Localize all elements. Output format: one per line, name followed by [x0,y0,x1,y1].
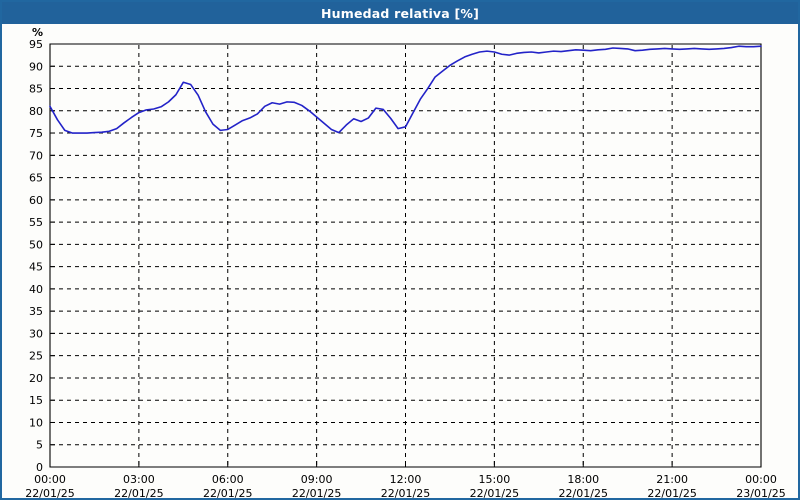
y-tick-label: 10 [29,416,43,429]
x-tick-time-label: 21:00 [656,473,688,486]
y-tick-label: 40 [29,283,43,296]
x-tick-date-label: 22/01/25 [292,487,341,498]
x-axis-ticks [49,461,762,467]
x-tick-time-label: 06:00 [212,473,244,486]
y-tick-label: 50 [29,238,43,251]
y-tick-label: 60 [29,194,43,207]
x-tick-date-label: 22/01/25 [559,487,608,498]
y-tick-label: 5 [36,439,43,452]
y-axis-tick-labels: 0 5 10 15 20 25 30 35 40 45 50 55 60 65 70 75 80 85 90 95 [29,38,43,474]
y-axis-unit-label: % [32,26,43,39]
humidity-series-line [49,45,762,134]
x-tick-time-label: 09:00 [301,473,333,486]
x-tick-time-label: 03:00 [123,473,155,486]
window-title-bar: Humedad relativa [%] [2,2,798,24]
x-tick-time-label: 00:00 [745,473,777,486]
y-tick-label: 85 [29,83,43,96]
x-tick-date-label: 22/01/25 [203,487,252,498]
x-tick-date-label: 22/01/25 [114,487,163,498]
x-tick-date-label: 23/01/25 [736,487,785,498]
humidity-line-chart: 0 5 10 15 20 25 30 35 40 45 50 55 60 65 70 75 80 85 90 95 0… [25,26,785,498]
vertical-gridlines [138,45,673,466]
x-tick-time-label: 15:00 [479,473,511,486]
x-tick-date-label: 22/01/25 [470,487,519,498]
x-tick-date-label: 22/01/25 [381,487,430,498]
x-tick-time-label: 12:00 [390,473,422,486]
y-tick-label: 55 [29,216,43,229]
x-axis-tick-labels: 00:0022/01/2503:0022/01/2506:0022/01/250… [25,473,785,498]
y-tick-label: 15 [29,394,43,407]
y-tick-label: 90 [29,60,43,73]
y-tick-label: 80 [29,105,43,118]
x-tick-time-label: 18:00 [567,473,599,486]
y-axis-ticks [50,43,55,468]
y-tick-label: 25 [29,350,43,363]
y-tick-label: 70 [29,149,43,162]
x-tick-time-label: 00:00 [34,473,66,486]
x-tick-date-label: 22/01/25 [647,487,696,498]
y-tick-label: 95 [29,38,43,51]
y-tick-label: 20 [29,372,43,385]
y-tick-label: 45 [29,261,43,274]
plot-area: 0 5 10 15 20 25 30 35 40 45 50 55 60 65 70 75 80 85 90 95 0… [2,24,798,498]
y-tick-label: 35 [29,305,43,318]
y-tick-label: 65 [29,172,43,185]
y-tick-label: 75 [29,127,43,140]
x-tick-date-label: 22/01/25 [25,487,74,498]
page-title: Humedad relativa [%] [320,5,480,21]
y-tick-label: 0 [36,461,43,474]
y-tick-label: 30 [29,327,43,340]
axis-frame [49,43,762,468]
